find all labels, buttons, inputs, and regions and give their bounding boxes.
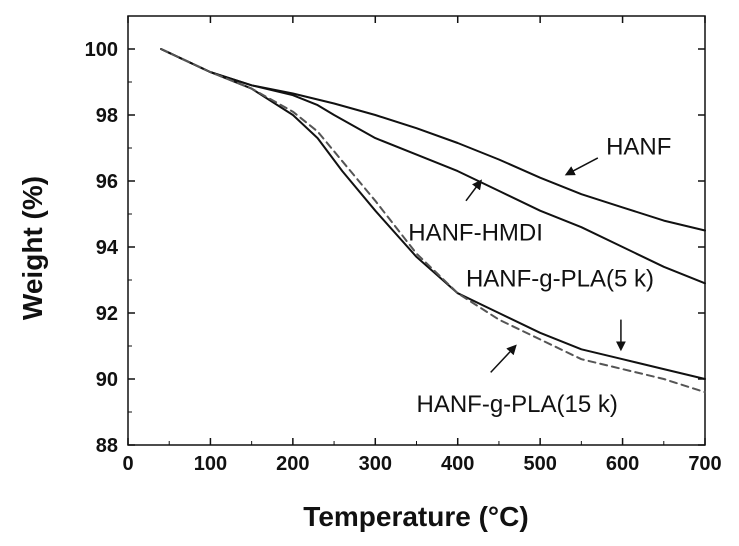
- y-tick-label: 96: [96, 171, 118, 193]
- series-line-hanf-g-pla-5-k: [160, 48, 706, 380]
- annotation-label: HANF-HMDI: [408, 219, 543, 246]
- x-tick-label: 700: [688, 453, 721, 475]
- annotation-arrow: [564, 157, 599, 176]
- annotation-arrow: [465, 179, 482, 202]
- y-tick-label: 98: [96, 105, 118, 127]
- y-tick-label: 92: [96, 303, 118, 325]
- y-tick-label: 94: [96, 237, 119, 259]
- x-axis-ticks: 0 100 200 300 400 500 600 700: [122, 16, 722, 475]
- x-tick-label: 200: [276, 453, 309, 475]
- x-tick-label: 100: [194, 453, 227, 475]
- annotation-arrow: [490, 344, 517, 373]
- annotation-label: HANF-g-PLA(15 k): [417, 391, 618, 418]
- series-layer: [160, 48, 706, 394]
- y-tick-label: 88: [96, 435, 118, 457]
- x-axis-title: Temperature (°C): [303, 501, 528, 532]
- annotation-layer: HANF HANF-HMDI HANF-g-PLA(5 k) HANF-g-PLA(1…: [408, 134, 671, 418]
- x-tick-label: 400: [441, 453, 474, 475]
- x-tick-label: 0: [122, 453, 133, 475]
- annotation-label: HANF-g-PLA(5 k): [466, 266, 654, 293]
- y-tick-label: 100: [85, 39, 118, 61]
- y-axis-ticks: 88 90 92 94 96 98 100: [85, 39, 705, 457]
- annotation-label: HANF: [606, 134, 671, 161]
- y-tick-label: 90: [96, 369, 118, 391]
- x-tick-label: 500: [523, 453, 556, 475]
- series-line-hanf-hmdi: [160, 48, 706, 285]
- x-tick-label: 300: [359, 453, 392, 475]
- x-tick-label: 600: [606, 453, 639, 475]
- series-line-hanf-g-pla-15-k: [160, 48, 706, 394]
- y-axis-title: Weight (%): [17, 176, 48, 320]
